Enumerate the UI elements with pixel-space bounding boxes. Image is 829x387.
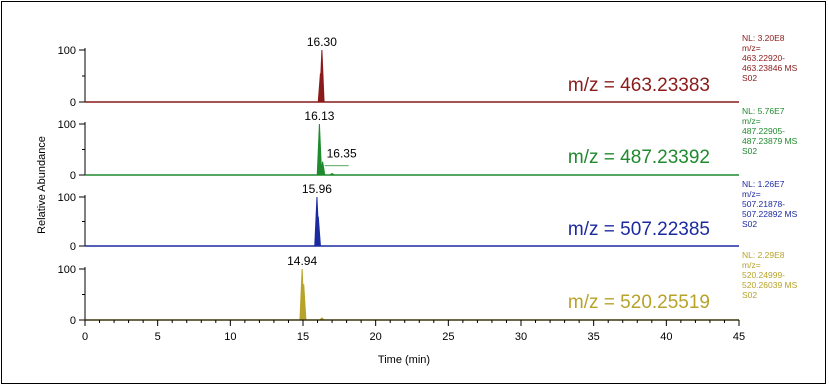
nl-annotation-line: NL: 3.20E8 — [742, 33, 785, 43]
peak — [329, 172, 335, 176]
panel-2: 100 0 16.13 16.35 m/z = 487.23392 NL: 5.76E7m… — [58, 106, 798, 182]
nl-annotation-line: 507.22892 MS — [742, 209, 798, 219]
peak — [319, 161, 326, 176]
peak — [316, 123, 323, 176]
peak-label: 15.96 — [302, 182, 332, 196]
x-axis-title: Time (min) — [378, 354, 430, 366]
nl-annotation-line: NL: 5.76E7 — [742, 106, 785, 116]
y-tick-label: 100 — [58, 192, 76, 204]
peak — [317, 73, 324, 103]
nl-annotation-line: 507.21878- — [742, 199, 785, 209]
nl-annotation-line: 487.23879 MS — [742, 136, 798, 146]
y-tick-label: 0 — [70, 315, 76, 327]
mz-label: m/z = 487.23392 — [568, 147, 710, 168]
x-tick-label: 25 — [442, 331, 454, 343]
nl-annotation-line: 520.26039 MS — [742, 280, 798, 290]
x-tick-label: 35 — [588, 331, 600, 343]
nl-annotation-line: 463.23846 MS — [742, 63, 798, 73]
peak — [301, 284, 307, 321]
y-tick-label: 0 — [70, 97, 76, 109]
y-tick-label: 100 — [58, 264, 76, 276]
nl-annotation-line: S02 — [742, 290, 757, 300]
nl-annotation-line: NL: 2.29E8 — [742, 250, 785, 260]
nl-annotation-line: m/z= — [742, 189, 761, 199]
nl-annotation-line: 487.22905- — [742, 126, 785, 136]
y-axis-title: Relative Abundance — [36, 136, 48, 234]
y-tick-label: 100 — [58, 45, 76, 57]
peak-label: 16.13 — [304, 109, 334, 123]
x-tick-label: 45 — [733, 331, 745, 343]
x-tick-label: 20 — [370, 331, 382, 343]
x-axis: 0 5 10 15 20 25 30 35 40 45 Time (min) — [82, 319, 745, 366]
x-tick-label: 30 — [515, 331, 527, 343]
x-tick-label: 40 — [660, 331, 672, 343]
x-tick-label: 5 — [155, 331, 161, 343]
nl-annotation-line: m/z= — [742, 43, 761, 53]
x-tick-label: 0 — [82, 331, 88, 343]
nl-annotation-line: 463.22920- — [742, 53, 785, 63]
nl-annotation-line: S02 — [742, 146, 757, 156]
peak-label: 16.30 — [307, 35, 337, 49]
mz-label: m/z = 463.23383 — [568, 75, 710, 96]
nl-annotation-line: NL: 1.26E7 — [742, 179, 785, 189]
nl-annotation-line: m/z= — [742, 260, 761, 270]
x-tick-label: 10 — [224, 331, 236, 343]
mz-label: m/z = 520.25519 — [568, 292, 710, 313]
y-tick-label: 0 — [70, 170, 76, 182]
nl-annotation-line: m/z= — [742, 116, 761, 126]
peak-label: 16.35 — [327, 147, 357, 161]
peak-label: 14.94 — [287, 254, 317, 268]
nl-annotation-line: 520.24999- — [742, 270, 785, 280]
peak — [315, 216, 321, 247]
y-tick-label: 0 — [70, 241, 76, 253]
y-tick-label: 100 — [58, 119, 76, 131]
nl-annotation-line: S02 — [742, 73, 757, 83]
nl-annotation-line: S02 — [742, 219, 757, 229]
peak — [319, 317, 325, 321]
x-tick-label: 15 — [297, 331, 309, 343]
mz-label: m/z = 507.22385 — [568, 219, 710, 240]
